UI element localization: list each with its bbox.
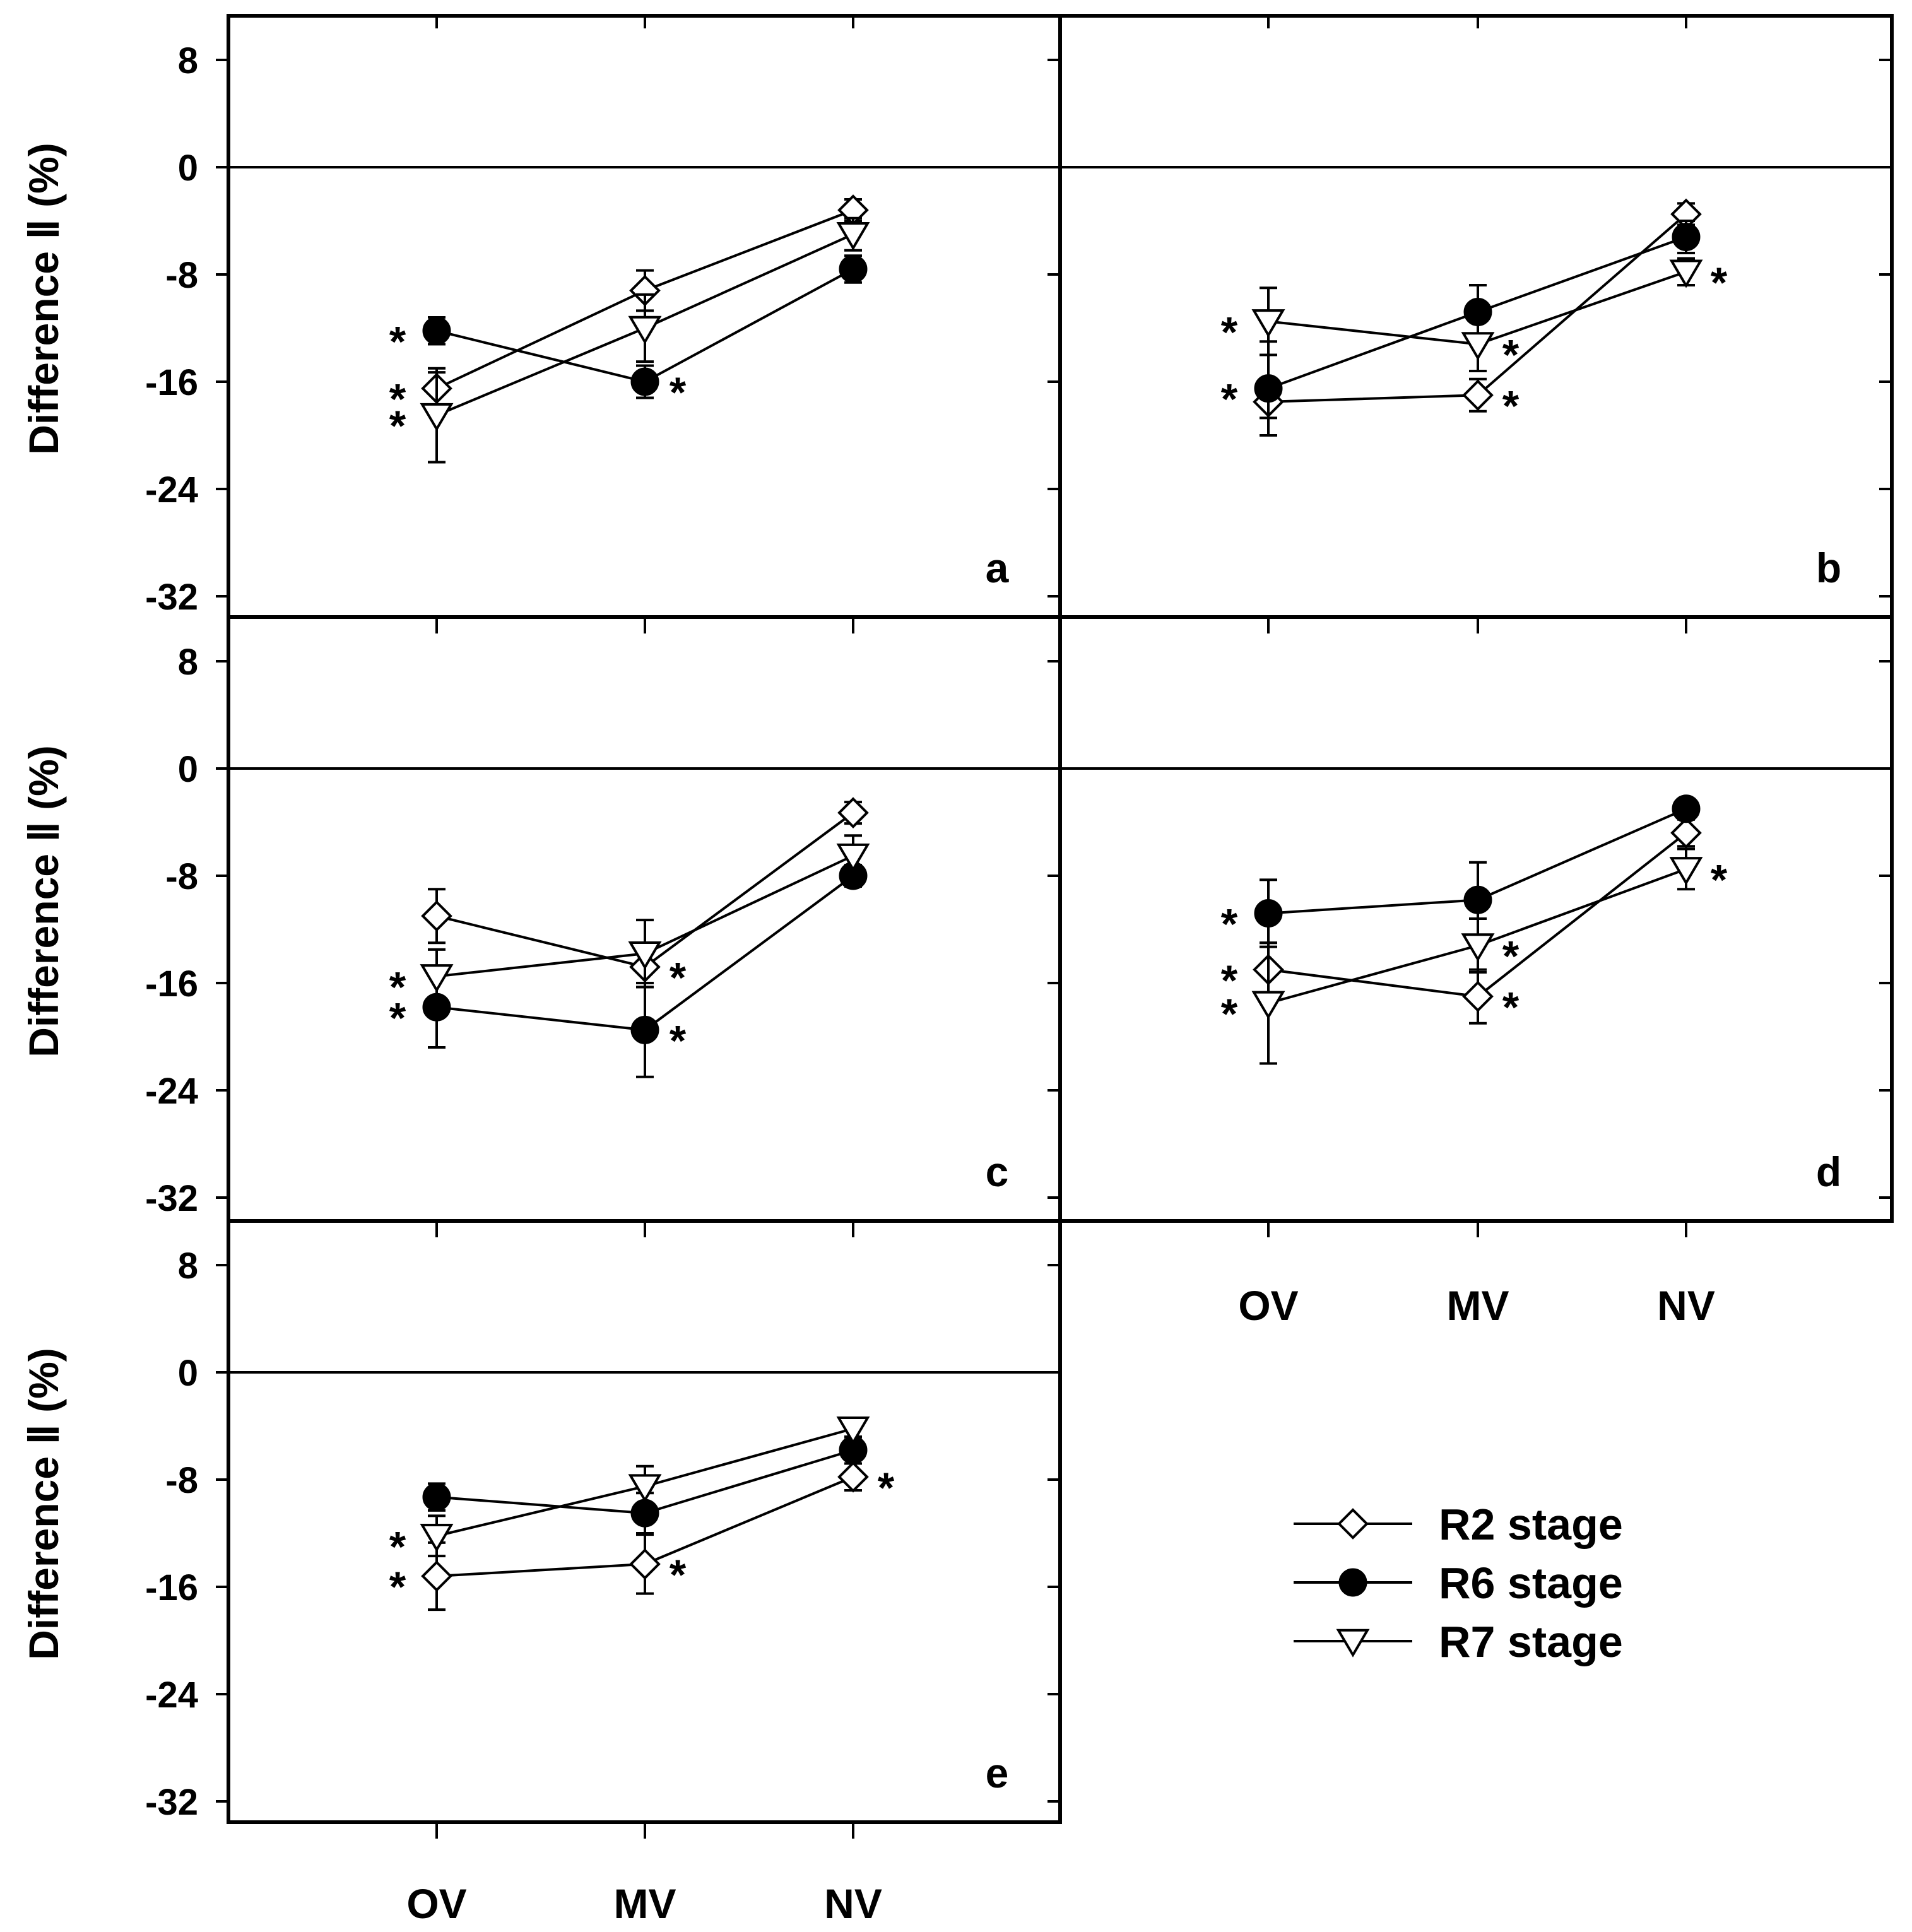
data-point-diamond bbox=[1462, 981, 1494, 1013]
y-tick-label: 8 bbox=[178, 1246, 198, 1287]
significance-star: * bbox=[670, 368, 687, 416]
legend-marker-circle bbox=[1338, 1568, 1367, 1597]
significance-star: * bbox=[1221, 957, 1238, 1004]
data-point-triangle bbox=[1461, 933, 1495, 962]
significance-star: * bbox=[1711, 856, 1728, 904]
significance-star: * bbox=[389, 963, 406, 1011]
data-point-circle bbox=[1254, 899, 1283, 928]
y-axis-title: Difference Ⅱ (%) bbox=[20, 1348, 67, 1660]
significance-star: * bbox=[389, 1523, 406, 1570]
panel-letter-c: c bbox=[986, 1148, 1009, 1195]
data-point-diamond bbox=[629, 1548, 661, 1580]
significance-star: * bbox=[389, 402, 406, 450]
data-point-circle bbox=[1463, 885, 1492, 914]
significance-star: * bbox=[389, 1563, 406, 1611]
significance-star: * bbox=[1221, 990, 1238, 1038]
y-tick-label: -24 bbox=[145, 1675, 198, 1716]
data-point-triangle bbox=[628, 1474, 662, 1503]
data-point-circle bbox=[630, 367, 659, 396]
legend-label: R2 stage bbox=[1439, 1500, 1623, 1549]
data-point-triangle bbox=[1461, 332, 1495, 361]
data-point-circle bbox=[1672, 794, 1701, 823]
significance-star: * bbox=[1221, 308, 1238, 356]
significance-star: * bbox=[1502, 983, 1520, 1031]
y-tick-label: 0 bbox=[178, 749, 198, 790]
data-point-diamond bbox=[1462, 379, 1494, 411]
x-tick-label: MV bbox=[614, 1880, 676, 1927]
data-point-circle bbox=[630, 1015, 659, 1044]
data-point-diamond bbox=[837, 1461, 869, 1493]
y-tick-label: -16 bbox=[145, 1567, 198, 1608]
x-tick-label: OV bbox=[406, 1880, 466, 1927]
panel-letter-b: b bbox=[1816, 545, 1841, 591]
y-tick-label: -16 bbox=[145, 963, 198, 1004]
significance-star: * bbox=[1221, 900, 1238, 948]
data-point-diamond bbox=[837, 797, 869, 828]
y-tick-label: -8 bbox=[165, 856, 198, 897]
significance-star: * bbox=[389, 375, 406, 423]
panel-letter-d: d bbox=[1816, 1148, 1841, 1195]
legend-marker-triangle bbox=[1336, 1629, 1370, 1658]
significance-star: * bbox=[389, 317, 406, 365]
significance-star: * bbox=[1711, 259, 1728, 307]
y-tick-label: -32 bbox=[145, 1782, 198, 1823]
y-tick-label: 8 bbox=[178, 642, 198, 683]
data-point-triangle bbox=[420, 403, 454, 432]
significance-star: * bbox=[878, 1464, 895, 1512]
legend-label: R6 stage bbox=[1439, 1558, 1623, 1608]
x-tick-label: NV bbox=[1657, 1282, 1715, 1329]
legend-label: R7 stage bbox=[1439, 1617, 1623, 1666]
significance-star: * bbox=[1502, 933, 1520, 981]
y-tick-label: -8 bbox=[165, 1460, 198, 1501]
significance-star: * bbox=[670, 1016, 687, 1064]
data-point-circle bbox=[839, 255, 868, 283]
significance-star: * bbox=[1502, 331, 1520, 379]
data-point-triangle bbox=[836, 1417, 870, 1446]
y-tick-label: -8 bbox=[165, 255, 198, 296]
data-point-triangle bbox=[1251, 991, 1285, 1020]
legend-marker-diamond bbox=[1337, 1508, 1369, 1540]
significance-star: * bbox=[670, 1551, 687, 1599]
significance-star: * bbox=[389, 994, 406, 1042]
data-point-circle bbox=[422, 316, 451, 345]
y-axis-title: Difference Ⅱ (%) bbox=[20, 745, 67, 1057]
x-tick-label: NV bbox=[824, 1880, 882, 1927]
panel-frame-d bbox=[1058, 615, 1894, 1223]
data-point-circle bbox=[1254, 374, 1283, 403]
y-tick-label: -32 bbox=[145, 577, 198, 618]
data-point-triangle bbox=[628, 315, 662, 345]
data-point-circle bbox=[1672, 223, 1701, 251]
significance-star: * bbox=[670, 954, 687, 1002]
x-tick-label: MV bbox=[1447, 1282, 1509, 1329]
y-axis-title: Difference Ⅱ (%) bbox=[20, 143, 67, 455]
y-tick-label: 0 bbox=[178, 148, 198, 189]
data-point-triangle bbox=[836, 222, 870, 251]
y-tick-label: 8 bbox=[178, 40, 198, 81]
panel-letter-e: e bbox=[986, 1750, 1009, 1796]
data-point-triangle bbox=[628, 941, 662, 970]
data-point-diamond bbox=[421, 900, 452, 932]
data-point-diamond bbox=[1670, 817, 1702, 849]
data-point-diamond bbox=[421, 1560, 452, 1592]
data-point-triangle bbox=[1669, 259, 1703, 288]
x-tick-label: OV bbox=[1238, 1282, 1298, 1329]
data-point-triangle bbox=[1669, 857, 1703, 886]
y-tick-label: 0 bbox=[178, 1353, 198, 1394]
panel-letter-a: a bbox=[986, 545, 1010, 591]
data-point-circle bbox=[422, 1483, 451, 1512]
significance-star: * bbox=[1502, 382, 1520, 430]
significance-star: * bbox=[1221, 375, 1238, 423]
data-point-triangle bbox=[420, 1524, 454, 1553]
y-tick-label: -32 bbox=[145, 1178, 198, 1219]
y-tick-label: -16 bbox=[145, 362, 198, 403]
y-tick-label: -24 bbox=[145, 1071, 198, 1112]
y-tick-label: -24 bbox=[145, 469, 198, 510]
data-point-triangle bbox=[420, 964, 454, 993]
data-point-triangle bbox=[1251, 309, 1285, 338]
data-point-triangle bbox=[836, 843, 870, 872]
